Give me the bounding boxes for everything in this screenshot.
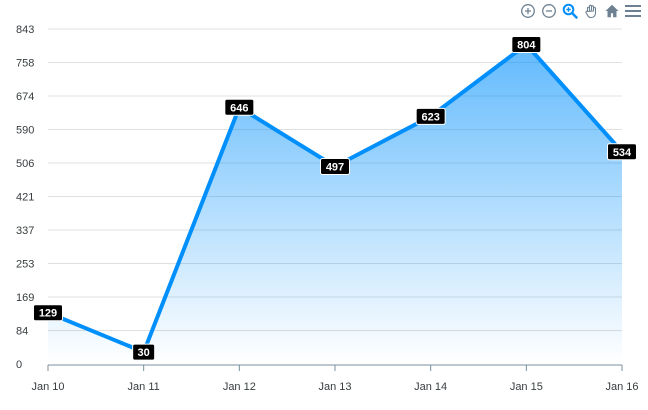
data-labels: 129 30 646 497 623 804 534: [33, 35, 637, 361]
y-tick-label: 337: [16, 225, 34, 237]
x-axis: Jan 10 Jan 11 Jan 12 Jan 13 Jan 14 Jan 15 Jan …: [31, 364, 639, 393]
menu-icon[interactable]: [624, 2, 642, 20]
x-tick-label: Jan 16: [605, 381, 638, 393]
x-tick-label: Jan 10: [31, 381, 64, 393]
data-label: 804: [511, 35, 542, 53]
data-label-text: 30: [138, 347, 150, 359]
data-label: 30: [132, 343, 156, 361]
y-tick-label: 253: [16, 259, 34, 271]
data-label-text: 534: [613, 147, 632, 159]
y-tick-label: 674: [16, 91, 34, 103]
series-area: [48, 44, 622, 364]
data-label: 129: [33, 304, 63, 322]
data-label-text: 646: [230, 102, 248, 114]
x-tick-label: Jan 12: [223, 381, 256, 393]
y-axis: 0 84 169 253 337 421 506 590 674 758 843: [16, 24, 34, 371]
data-label-badge: [415, 107, 446, 125]
data-label: 497: [320, 157, 350, 175]
x-tick-label: Jan 14: [414, 381, 447, 393]
data-label-badge: [132, 343, 156, 361]
data-label-badge: [224, 98, 255, 116]
data-label-badge: [511, 35, 542, 53]
y-tick-label: 506: [16, 158, 34, 170]
zoom-out-icon[interactable]: [540, 2, 558, 20]
data-label-text: 497: [326, 161, 344, 173]
data-label-badge: [320, 157, 350, 175]
chart-toolbar: [519, 2, 642, 20]
y-tick-label: 590: [16, 125, 34, 137]
data-label: 646: [224, 98, 255, 116]
data-label-badge: [607, 143, 637, 161]
data-label-text: 129: [39, 308, 57, 320]
reset-home-icon[interactable]: [603, 2, 621, 20]
zoom-selection-icon[interactable]: [561, 2, 579, 20]
series-area-fill: [48, 44, 622, 364]
data-label: 534: [607, 143, 637, 161]
data-label-badge: [33, 304, 63, 322]
y-tick-label: 0: [16, 359, 22, 371]
y-tick-label: 421: [16, 192, 34, 204]
x-tick-label: Jan 13: [318, 381, 351, 393]
data-label: 623: [415, 107, 446, 125]
data-label-text: 804: [517, 39, 536, 51]
zoom-in-icon[interactable]: [519, 2, 537, 20]
data-label-text: 623: [421, 111, 439, 123]
x-tick-label: Jan 11: [128, 381, 160, 393]
y-tick-label: 758: [16, 58, 34, 70]
y-tick-label: 169: [16, 292, 34, 304]
x-tick-label: Jan 15: [510, 381, 543, 393]
pan-hand-icon[interactable]: [582, 2, 600, 20]
y-tick-label: 84: [16, 326, 28, 338]
y-tick-label: 843: [16, 24, 34, 36]
